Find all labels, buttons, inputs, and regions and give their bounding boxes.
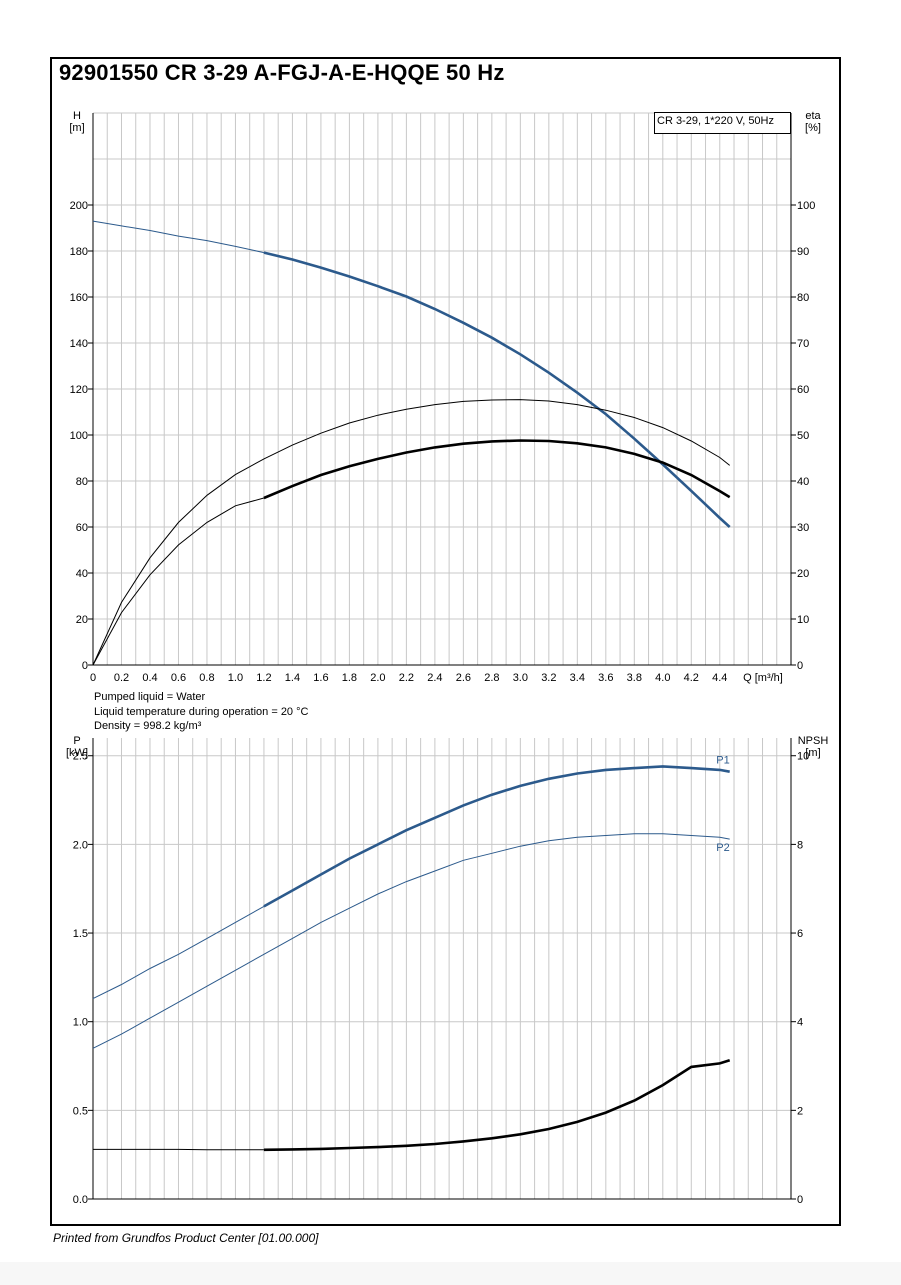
x-tick-label: 1.0: [228, 672, 243, 684]
right-tick-label: 10: [797, 751, 809, 763]
left-tick-label: 1.5: [73, 928, 88, 940]
left-tick-label: 160: [70, 292, 88, 304]
x-tick-label: 3.8: [627, 672, 642, 684]
right-tick-label: 20: [797, 568, 809, 580]
liquid-temperature-info: Liquid temperature during operation = 20…: [94, 706, 309, 718]
series-eta-line-bold: [263, 439, 731, 500]
left-tick-label: 0: [82, 660, 88, 672]
x-tick-label: 2.0: [370, 672, 385, 684]
left-axis-label: P: [73, 735, 80, 747]
left-tick-label: 40: [76, 568, 88, 580]
x-tick-label: 4.4: [712, 672, 727, 684]
chart-frame: [50, 57, 841, 1226]
right-tick-label: 40: [797, 476, 809, 488]
x-axis-label: Q [m³/h]: [743, 672, 783, 684]
right-tick-label: 4: [797, 1017, 803, 1029]
right-tick-label: 0: [797, 660, 803, 672]
left-tick-label: 20: [76, 614, 88, 626]
x-tick-label: 3.6: [598, 672, 613, 684]
chart-head-efficiency: [88, 112, 796, 666]
x-tick-label: 1.8: [342, 672, 357, 684]
series-NPSH-line-bold: [263, 1059, 731, 1152]
left-axis-unit: [kW]: [66, 747, 88, 759]
x-tick-label: 1.6: [313, 672, 328, 684]
x-tick-label: 3.4: [570, 672, 585, 684]
footer-note: Printed from Grundfos Product Center [01…: [53, 1231, 319, 1245]
pumped-liquid-info: Pumped liquid = Water: [94, 691, 206, 703]
right-tick-label: 60: [797, 384, 809, 396]
right-tick-label: 0: [797, 1194, 803, 1206]
right-axis-unit: [m]: [805, 747, 820, 759]
series-H-line-bold: [263, 251, 731, 528]
right-axis-unit: [%]: [805, 122, 821, 134]
series-eta-line: [92, 497, 265, 666]
x-tick-label: 2.8: [484, 672, 499, 684]
x-tick-label: 0.2: [114, 672, 129, 684]
left-tick-label: 1.0: [73, 1017, 88, 1029]
x-tick-label: 3.2: [541, 672, 556, 684]
right-tick-label: 70: [797, 338, 809, 350]
right-tick-label: 90: [797, 246, 809, 258]
x-tick-label: 3.0: [513, 672, 528, 684]
x-tick-label: 4.0: [655, 672, 670, 684]
page-title: 92901550 CR 3-29 A-FGJ-A-E-HQQE 50 Hz: [59, 60, 505, 85]
x-tick-label: 0.8: [199, 672, 214, 684]
left-axis-label: H: [73, 110, 81, 122]
x-tick-label: 4.2: [684, 672, 699, 684]
right-axis-label: NPSH: [798, 735, 829, 747]
x-tick-label: 2.2: [399, 672, 414, 684]
left-tick-label: 60: [76, 522, 88, 534]
right-tick-label: 30: [797, 522, 809, 534]
right-tick-label: 8: [797, 839, 803, 851]
legend-box: CR 3-29, 1*220 V, 50Hz: [654, 112, 791, 134]
right-tick-label: 2: [797, 1105, 803, 1117]
series-P1-line: [92, 905, 265, 1000]
left-tick-label: 0.0: [73, 1194, 88, 1206]
series-H-line: [92, 220, 265, 254]
right-tick-label: 50: [797, 430, 809, 442]
left-tick-label: 140: [70, 338, 88, 350]
chart-power-npsh: [88, 738, 796, 1200]
x-tick-label: 0.4: [142, 672, 157, 684]
right-axis-label: eta: [805, 110, 821, 122]
x-tick-label: 0: [90, 672, 96, 684]
left-tick-label: 180: [70, 246, 88, 258]
right-tick-label: 10: [797, 614, 809, 626]
left-axis-unit: [m]: [69, 122, 84, 134]
x-tick-label: 0.6: [171, 672, 186, 684]
x-tick-label: 2.4: [427, 672, 442, 684]
series-P1-line-bold: [263, 765, 730, 908]
left-tick-label: 120: [70, 384, 88, 396]
right-tick-label: 6: [797, 928, 803, 940]
left-tick-label: 2.5: [73, 751, 88, 763]
series-eta-thin-line: [92, 399, 731, 666]
right-tick-label: 80: [797, 292, 809, 304]
x-tick-label: 1.4: [285, 672, 300, 684]
left-tick-label: 200: [70, 200, 88, 212]
left-tick-label: 0.5: [73, 1105, 88, 1117]
left-tick-label: 2.0: [73, 839, 88, 851]
left-tick-label: 80: [76, 476, 88, 488]
right-tick-label: 100: [797, 200, 815, 212]
series-P2-line: [92, 833, 730, 1049]
legend-text: CR 3-29, 1*220 V, 50Hz: [657, 115, 774, 127]
left-tick-label: 100: [70, 430, 88, 442]
series-label-P1: P1: [716, 755, 729, 767]
series-label-P2: P2: [716, 842, 729, 854]
density-info: Density = 998.2 kg/m³: [94, 720, 202, 732]
x-tick-label: 2.6: [456, 672, 471, 684]
x-tick-label: 1.2: [256, 672, 271, 684]
